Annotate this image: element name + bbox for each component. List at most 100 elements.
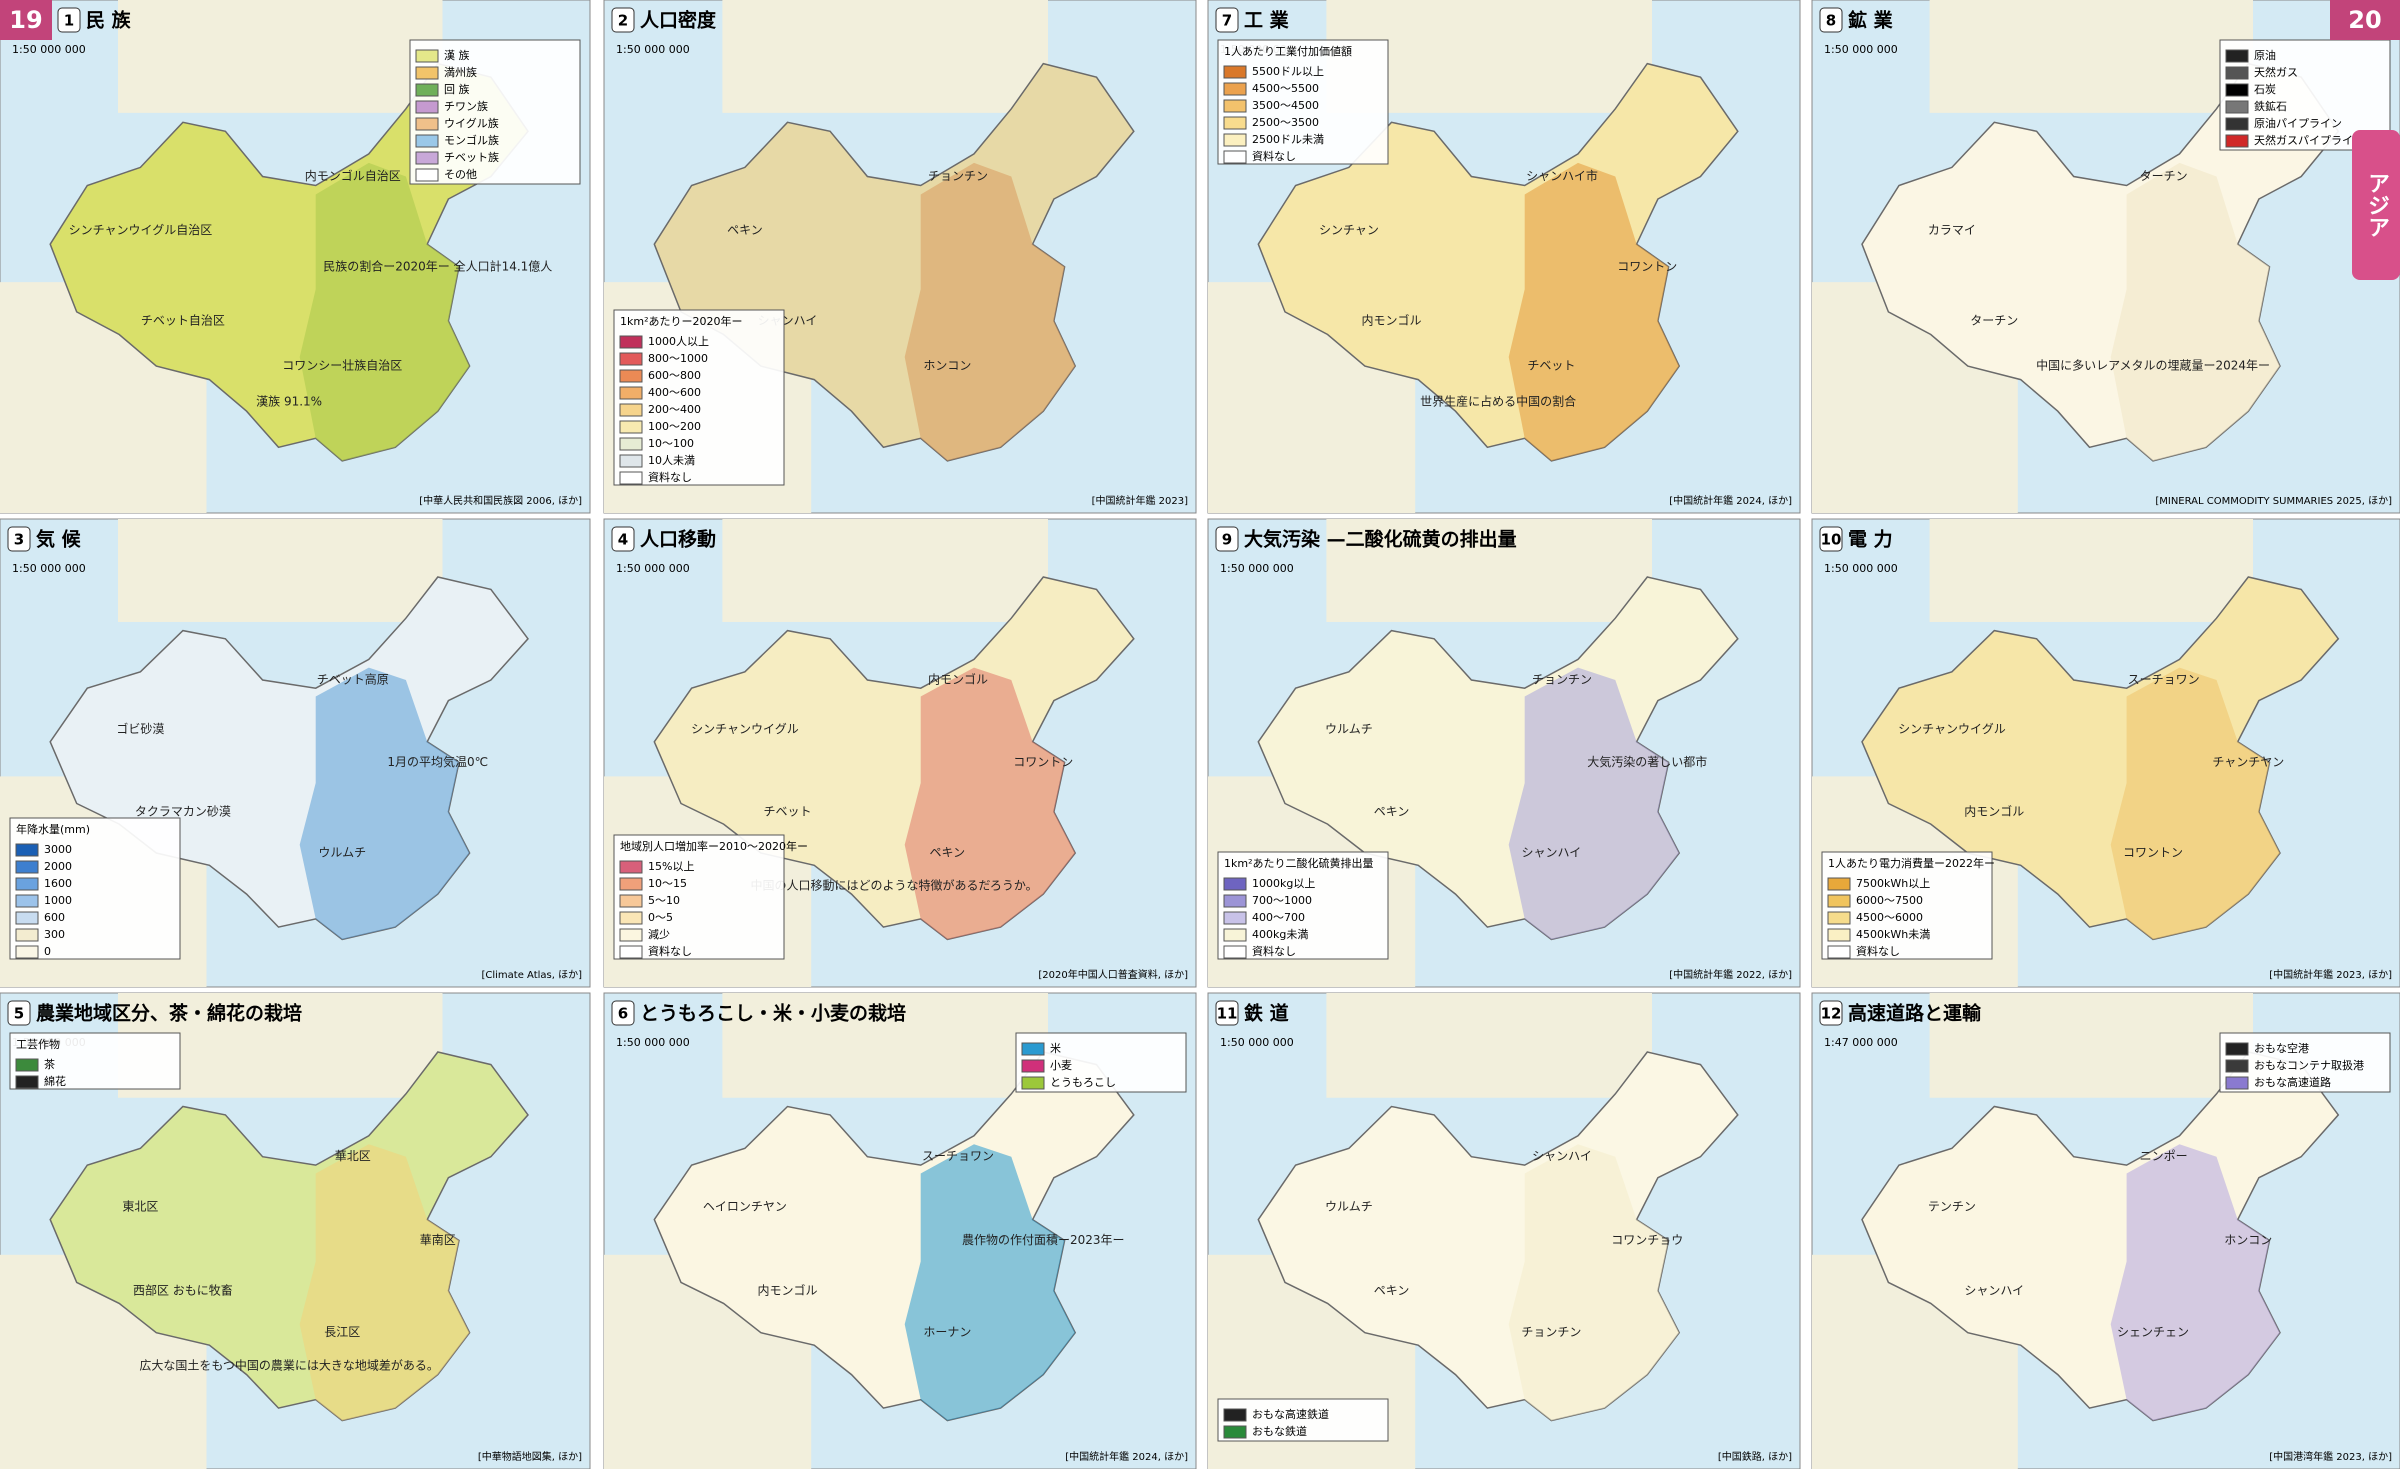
legend-swatch <box>619 894 643 908</box>
legend-swatch <box>1223 1425 1247 1439</box>
place-label: チベット高原 <box>317 671 389 686</box>
place-label: ホーナン <box>923 1325 971 1339</box>
legend-swatch <box>1021 1042 1045 1056</box>
legend-label: 10人未満 <box>648 454 695 467</box>
legend-swatch <box>15 1058 39 1072</box>
map-panel: 12 高速道路と運輸 1:47 000 000 [中国港湾年鑑 2023, ほか] テン… <box>1811 992 2400 1469</box>
map-source: [中国統計年鑑 2023, ほか] <box>2269 968 2392 981</box>
legend-swatch <box>1223 928 1247 942</box>
map-panel: 4 人口移動 1:50 000 000 [2020年中国人口普査資料, ほか] シンチャ… <box>603 518 1197 988</box>
legend-label: 原油パイプライン <box>2254 116 2342 130</box>
panel-number: 4 <box>618 531 628 549</box>
place-label: ウルムチ <box>318 845 366 859</box>
legend-swatch <box>619 911 643 925</box>
legend-label: 減少 <box>648 927 670 941</box>
map-source: [2020年中国人口普査資料, ほか] <box>1038 968 1188 981</box>
place-label: 内モンゴル <box>928 671 988 686</box>
legend-label: 700〜1000 <box>1252 894 1312 907</box>
map-scale: 1:50 000 000 <box>616 562 690 575</box>
map-scale: 1:50 000 000 <box>1220 562 1294 575</box>
panel-title: 民 族 <box>86 9 132 32</box>
panel-title: 電 力 <box>1848 528 1893 551</box>
page-number: 20 <box>2348 6 2381 34</box>
legend-label: 回 族 <box>444 82 470 96</box>
map-source: [中国鉄路, ほか] <box>1718 1450 1792 1463</box>
panel-title: 人口密度 <box>640 9 717 32</box>
legend-swatch <box>1223 1408 1247 1422</box>
place-label: シンチャンウイグル <box>1898 722 2006 736</box>
legend-swatch <box>619 352 643 366</box>
panel-number-badge <box>57 7 81 33</box>
legend-label: 10〜100 <box>648 437 694 450</box>
legend-swatch <box>2225 117 2249 131</box>
legend-label: 5500ドル以上 <box>1252 65 1324 78</box>
legend-label: おもな高速鉄道 <box>1252 1407 1329 1421</box>
panel-number-badge <box>1819 7 1843 33</box>
legend-label: 資料なし <box>1252 944 1296 958</box>
legend-label: 0〜5 <box>648 911 673 924</box>
place-label: シンチャンウイグル <box>691 722 799 736</box>
panel-number: 6 <box>618 1005 628 1023</box>
map-source: [中国統計年鑑 2023] <box>1092 494 1189 507</box>
legend-label: 10〜15 <box>648 877 687 890</box>
legend-label: 漢 族 <box>444 48 470 62</box>
legend-label: 7500kWh以上 <box>1856 877 1930 890</box>
legend-swatch <box>15 877 39 891</box>
legend-swatch <box>1827 894 1851 908</box>
legend-title: 年降水量(mm) <box>16 822 90 836</box>
panel-number-badge <box>1215 526 1239 552</box>
east-region <box>2110 667 2280 940</box>
legend-swatch <box>619 437 643 451</box>
panel-number-badge <box>7 526 31 552</box>
place-label: ヘイロンチヤン <box>703 1200 787 1214</box>
panel-title: 工 業 <box>1244 9 1290 32</box>
legend-label: 資料なし <box>648 944 692 958</box>
legend-label: 2000 <box>44 860 72 873</box>
legend-swatch <box>415 66 439 80</box>
legend-title: 1人あたり電力消費量ー2022年ー <box>1828 856 1995 870</box>
panel-title: とうもろこし・米・小麦の栽培 <box>640 1002 906 1025</box>
place-label: 漢族 91.1% <box>256 395 322 409</box>
map-source: [中華物語地図集, ほか] <box>478 1450 582 1463</box>
legend-swatch <box>1223 116 1247 130</box>
legend-title: 地域別人口増加率ー2010〜2020年ー <box>620 839 808 853</box>
place-label: チベット <box>1527 359 1575 373</box>
panel-number-badge <box>1215 1000 1239 1026</box>
map-source: [中国統計年鑑 2022, ほか] <box>1669 968 1792 981</box>
legend-label: 4500〜5500 <box>1252 82 1319 95</box>
map-scale: 1:47 000 000 <box>1824 1036 1898 1049</box>
legend-swatch <box>1223 99 1247 113</box>
legend-title: 1人あたり工業付加価値額 <box>1224 45 1352 58</box>
place-label: タクラマカン砂漠 <box>135 804 231 818</box>
place-label: チベット自治区 <box>141 313 225 327</box>
east-region <box>2110 1144 2280 1421</box>
legend-label: おもな鉄道 <box>1252 1424 1307 1438</box>
panel-number: 12 <box>1821 1005 1842 1023</box>
map-panel: 10 電 力 1:50 000 000 [中国統計年鑑 2023, ほか] シンチャンウ… <box>1811 518 2400 988</box>
legend-label: チワン族 <box>444 99 488 113</box>
place-label: シャンハイ <box>1964 1283 2024 1297</box>
legend-swatch <box>1827 877 1851 891</box>
panel-number-badge <box>611 526 635 552</box>
place-label: ホンコン <box>923 359 971 373</box>
place-label: ペキン <box>1374 1283 1410 1297</box>
legend-label: チベット族 <box>444 150 499 164</box>
map-source: [中華人民共和国民族図 2006, ほか] <box>419 494 582 507</box>
legend-title: 1km²あたり二酸化硫黄排出量 <box>1224 856 1374 870</box>
place-label: チョンチン <box>928 169 988 183</box>
place-label: スーチョワン <box>922 1149 994 1163</box>
legend-swatch <box>415 49 439 63</box>
place-label: ペキン <box>930 845 966 859</box>
legend-label: 小麦 <box>1050 1059 1072 1072</box>
place-label: コワントン <box>1617 259 1677 273</box>
legend-label: 600 <box>44 911 65 924</box>
place-label: シャンハイ <box>1521 845 1581 859</box>
legend-swatch <box>1223 894 1247 908</box>
legend-label: 0 <box>44 945 51 958</box>
east-region <box>904 667 1076 940</box>
panel-number: 2 <box>618 12 628 30</box>
panel-number: 9 <box>1222 531 1232 549</box>
map-panel: 8 鉱 業 1:50 000 000 [MINERAL COMMODITY SUMMA… <box>1811 0 2400 514</box>
place-label: スーチョワン <box>2128 672 2200 686</box>
